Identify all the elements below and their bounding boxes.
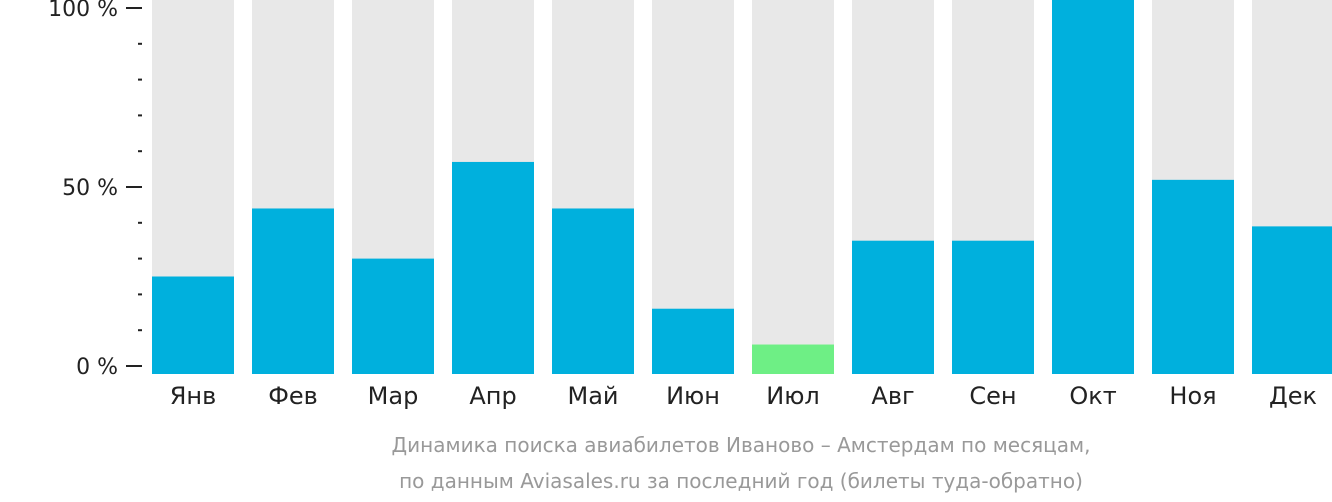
y-tick-label-50: 50 % bbox=[62, 176, 118, 201]
bar-3[interactable] bbox=[352, 258, 434, 374]
bar-10[interactable] bbox=[1052, 0, 1134, 374]
x-tick-label-4: Апр bbox=[469, 382, 516, 410]
caption-line-1: Динамика поиска авиабилетов Иваново – Ам… bbox=[392, 433, 1091, 457]
bar-4[interactable] bbox=[452, 161, 534, 374]
y-tick-label-100: 100 % bbox=[48, 0, 118, 22]
y-tick-label-0: 0 % bbox=[76, 355, 118, 380]
x-tick-label-12: Дек bbox=[1269, 382, 1317, 410]
x-axis: Янв Фев Мар Апр Май Июн Июл Авг Сен Окт Ноя Дек bbox=[170, 382, 1317, 410]
bars-group bbox=[152, 0, 1332, 374]
x-tick-label-7: Июл bbox=[766, 382, 820, 410]
bar-7[interactable] bbox=[752, 344, 834, 374]
x-tick-label-8: Авг bbox=[871, 382, 914, 410]
bar-12[interactable] bbox=[1252, 226, 1332, 374]
x-tick-label-6: Июн bbox=[666, 382, 720, 410]
x-tick-label-3: Мар bbox=[368, 382, 419, 410]
x-tick-label-10: Окт bbox=[1069, 382, 1116, 410]
bar-2[interactable] bbox=[252, 208, 334, 374]
x-tick-label-9: Сен bbox=[969, 382, 1016, 410]
x-tick-label-2: Фев bbox=[268, 382, 318, 410]
bar-5[interactable] bbox=[552, 208, 634, 374]
caption-line-2: по данным Aviasales.ru за последний год … bbox=[399, 469, 1083, 493]
bar-background-7 bbox=[752, 0, 834, 374]
bar-1[interactable] bbox=[152, 276, 234, 375]
x-tick-label-11: Ноя bbox=[1169, 382, 1216, 410]
x-tick-label-1: Янв bbox=[170, 382, 217, 410]
bar-9[interactable] bbox=[952, 240, 1034, 374]
bar-8[interactable] bbox=[852, 240, 934, 374]
bar-11[interactable] bbox=[1152, 179, 1234, 374]
bar-6[interactable] bbox=[652, 308, 734, 374]
x-tick-label-5: Май bbox=[567, 382, 618, 410]
y-axis: 0 % 50 % 100 % bbox=[48, 0, 142, 380]
